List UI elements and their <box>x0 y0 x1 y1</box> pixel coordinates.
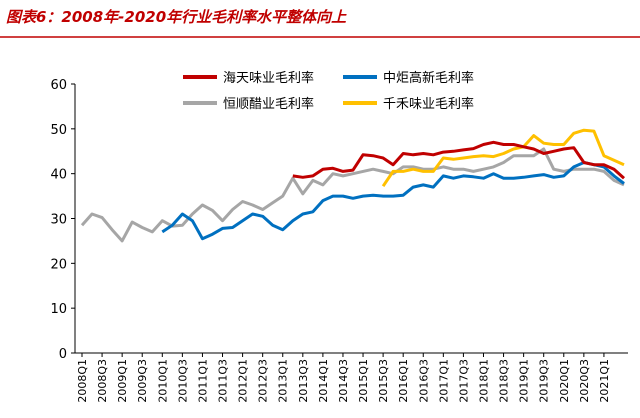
x-tick-label: 2017Q1 <box>437 359 450 403</box>
y-tick-label: 60 <box>50 78 67 93</box>
x-tick-label: 2013Q1 <box>277 359 290 403</box>
x-tick-label: 2008Q1 <box>76 359 89 403</box>
x-tick-label: 2016Q3 <box>417 359 430 403</box>
y-tick-label: 10 <box>50 302 67 317</box>
x-tick-label: 2011Q3 <box>217 359 230 403</box>
x-tick-label: 2018Q3 <box>498 359 511 403</box>
x-tick-label: 2008Q3 <box>96 359 109 403</box>
x-tick-label: 2010Q1 <box>156 359 169 403</box>
x-tick-label: 2015Q3 <box>377 359 390 403</box>
series-line <box>161 161 625 241</box>
legend-label: 中炬高新毛利率 <box>383 70 474 86</box>
x-tick-label: 2009Q1 <box>116 359 129 403</box>
x-tick-label: 2018Q1 <box>477 359 490 403</box>
y-tick-label: 30 <box>50 213 67 228</box>
x-tick-label: 2013Q3 <box>297 359 310 403</box>
x-tick-label: 2010Q3 <box>176 359 189 403</box>
x-tick-label: 2014Q1 <box>317 359 330 403</box>
y-tick-label: 50 <box>50 123 67 138</box>
legend-label: 恒顺醋业毛利率 <box>223 96 314 112</box>
x-tick-label: 2021Q1 <box>598 359 611 403</box>
x-tick-label: 2020Q3 <box>578 359 591 403</box>
series-line <box>381 128 625 188</box>
x-tick-label: 2015Q1 <box>357 359 370 403</box>
y-tick-label: 20 <box>50 257 67 272</box>
x-tick-label: 2016Q1 <box>397 359 410 403</box>
x-tick-label: 2011Q1 <box>196 359 209 403</box>
x-tick-label: 2014Q3 <box>337 359 350 403</box>
legend-label: 千禾味业毛利率 <box>383 96 474 112</box>
series-line <box>80 147 625 243</box>
chart-title: 图表6：2008年-2020年行业毛利率水平整体向上 <box>6 8 347 26</box>
y-tick-label: 40 <box>50 168 67 183</box>
x-tick-label: 2019Q1 <box>518 359 531 403</box>
y-tick-label: 0 <box>59 347 67 362</box>
legend-label: 海天味业毛利率 <box>223 70 314 86</box>
x-tick-label: 2017Q3 <box>457 359 470 403</box>
series-line <box>292 140 626 180</box>
x-tick-label: 2012Q1 <box>237 359 250 403</box>
x-tick-label: 2009Q3 <box>136 359 149 403</box>
x-tick-label: 2012Q3 <box>257 359 270 403</box>
x-tick-label: 2020Q1 <box>558 359 571 403</box>
x-tick-label: 2019Q3 <box>538 359 551 403</box>
